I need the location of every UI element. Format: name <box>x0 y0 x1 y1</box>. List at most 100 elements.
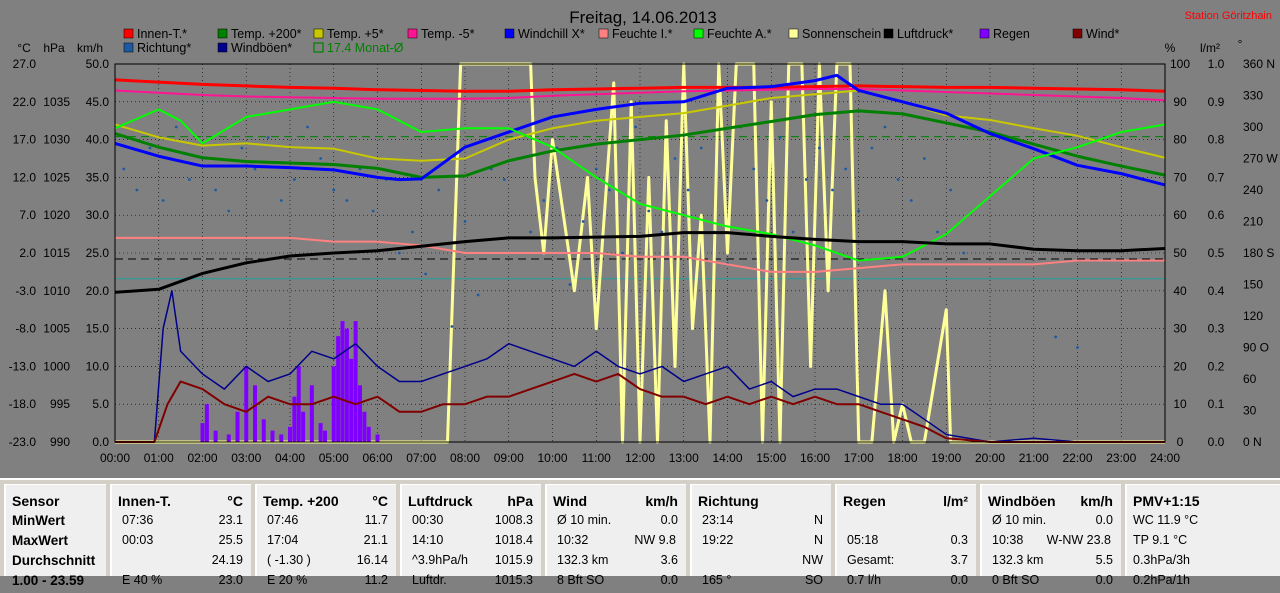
lm2-tick-label: 0.0 <box>1208 435 1225 449</box>
rain-bar <box>358 385 362 442</box>
series-line-wind- <box>115 372 1165 443</box>
stats-cell: Durchschnitt <box>12 553 96 568</box>
direction-point <box>817 146 821 150</box>
percent-tick-label: 40 <box>1173 284 1187 298</box>
rain-bar <box>253 385 257 442</box>
lm2-axis-header: l/m² <box>1200 41 1220 55</box>
celsius-tick-label: -18.0 <box>9 397 37 411</box>
direction-point <box>1076 346 1079 349</box>
stats-cell: 132.3 km <box>992 553 1044 567</box>
stats-row: ^3.9hPa/h 1015.9 <box>402 553 541 573</box>
stats-header: Innen-T. <box>118 493 171 509</box>
stats-cell: 1008.3 <box>494 513 533 527</box>
stats-row: Luftdr. 1015.3 <box>402 573 541 593</box>
stats-unit: km/h <box>645 493 678 509</box>
rain-bar <box>200 423 205 442</box>
stats-row: Durchschnitt <box>6 553 106 573</box>
x-tick-label: 13:00 <box>669 451 699 465</box>
x-tick-label: 24:00 <box>1150 451 1180 465</box>
stats-cell: 0.0 <box>950 573 968 587</box>
celsius-tick-label: 7.0 <box>19 208 36 222</box>
x-tick-label: 22:00 <box>1062 451 1092 465</box>
stats-cell: TP 9.1 °C <box>1133 533 1188 547</box>
kmh-tick-label: 15.0 <box>86 322 110 336</box>
direction-point <box>765 199 769 202</box>
stats-row: TP 9.1 °C <box>1127 533 1280 553</box>
rain-bar <box>349 358 354 442</box>
x-tick-label: 05:00 <box>319 451 349 465</box>
rain-bar <box>270 430 275 442</box>
stats-row: 165 ° SO <box>692 573 831 593</box>
stats-cell: Ø 10 min. <box>557 513 612 527</box>
direction-point <box>227 209 231 213</box>
rain-bar <box>309 385 314 442</box>
rain-bar <box>340 321 345 442</box>
legend-label: Luftdruck* <box>897 27 953 41</box>
legend-swatch <box>217 42 228 53</box>
reference-lines <box>115 136 1165 280</box>
stats-cell: W-NW 23.8 <box>1046 533 1111 547</box>
stats-unit: hPa <box>507 493 533 509</box>
stats-unit: °C <box>372 493 388 509</box>
direction-point <box>686 188 690 192</box>
rain-bar <box>344 328 349 442</box>
series-line-temp-5- <box>114 89 1166 162</box>
direction-tick-label: 180 S <box>1243 246 1274 260</box>
stats-cell: Ø 10 min. <box>992 513 1047 527</box>
kmh-tick-label: 35.0 <box>86 170 110 184</box>
legend: Innen-T.* Temp. +200* Temp. +5* Temp. -5* Wi… <box>123 27 1119 55</box>
rain-bar <box>323 430 327 442</box>
direction-point <box>752 167 756 171</box>
stats-cell: 07:36 <box>122 513 154 527</box>
rain-bar <box>279 434 284 442</box>
celsius-axis-header: °C <box>17 41 31 55</box>
legend-label: Innen-T.* <box>137 27 187 41</box>
direction-tick-label: 120 <box>1243 309 1263 323</box>
stats-unit: °C <box>227 493 243 509</box>
direction-point <box>463 220 467 223</box>
hpa-tick-label: 1010 <box>43 284 70 298</box>
stats-cell: 1015.9 <box>494 553 533 567</box>
x-tick-label: 23:00 <box>1106 451 1136 465</box>
stats-cell: 5.5 <box>1095 553 1113 567</box>
direction-tick-label: 210 <box>1243 215 1263 229</box>
station-name: Station Göritzhain <box>1185 10 1272 22</box>
legend-swatch <box>313 28 324 39</box>
plot-border <box>114 63 1166 443</box>
chart-title: Freitag, 14.06.2013 <box>569 8 716 27</box>
stats-row: ( -1.30 ) 16.14 <box>257 553 396 573</box>
lm2-tick-label: 0.2 <box>1208 359 1225 373</box>
stats-row <box>837 513 976 533</box>
weather-chart: 00:00 01:00 02:00 03:00 04:00 05:00 06:00 07:00… <box>9 8 1279 465</box>
stats-cell: Luftdr. <box>412 573 447 587</box>
stats-cell: ( -1.30 ) <box>267 553 311 567</box>
direction-point <box>594 167 598 171</box>
legend-label: Wind* <box>1086 27 1119 41</box>
direction-point <box>279 199 283 202</box>
stats-cell: N <box>813 533 823 547</box>
direction-point <box>778 136 782 139</box>
legend-label: Temp. -5* <box>421 27 475 41</box>
direction-tick-label: 270 W <box>1243 152 1278 166</box>
stats-panel-wind: Wind km/h Ø 10 min. 0.0 10:32 NW 9.8 132.3 km 3… <box>545 484 686 587</box>
rain-bar <box>244 366 249 442</box>
direction-tick-label: 240 <box>1243 183 1263 197</box>
stats-cell: 0 Bft SO <box>992 573 1040 587</box>
lm2-tick-label: 1.0 <box>1208 57 1225 71</box>
stats-cell: Gesamt: <box>847 553 895 567</box>
celsius-tick-label: 17.0 <box>13 133 37 147</box>
legend-swatch <box>1072 28 1083 39</box>
direction-axis-header: ° <box>1238 37 1243 51</box>
direction-point <box>437 188 441 192</box>
series-line-feuchte-a- <box>114 100 1166 262</box>
stats-cell: 165 ° <box>702 573 732 587</box>
percent-tick-label: 20 <box>1173 359 1187 373</box>
series-line-windchill-x- <box>114 73 1166 187</box>
kmh-tick-label: 50.0 <box>86 57 110 71</box>
stats-cell: 17:04 <box>267 533 299 547</box>
stats-cell: 8 Bft SO <box>557 573 605 587</box>
x-tick-label: 06:00 <box>362 451 392 465</box>
stats-cell: 0.0 <box>660 513 678 527</box>
legend-label: Richtung* <box>137 41 191 55</box>
lm2-tick-label: 0.7 <box>1208 170 1225 184</box>
